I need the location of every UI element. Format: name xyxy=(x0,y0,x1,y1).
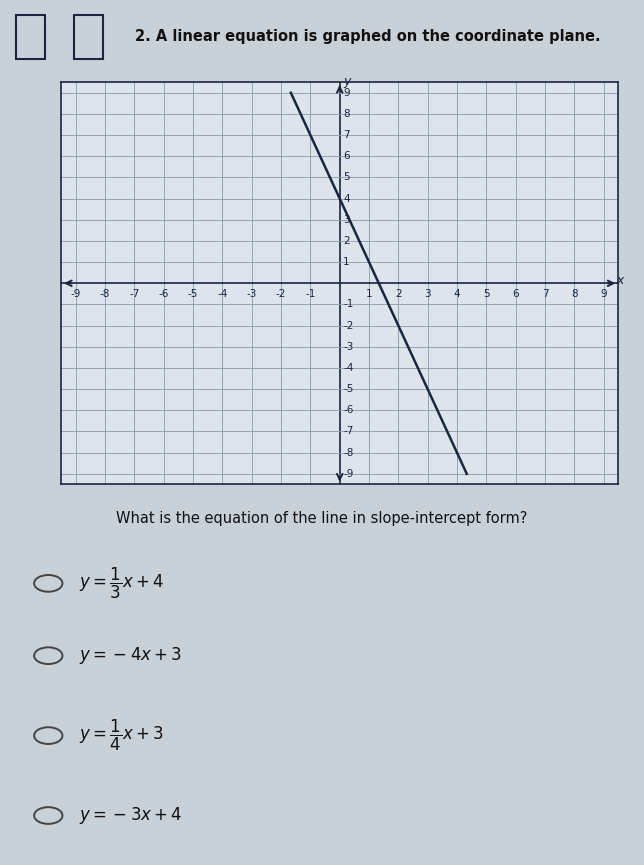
Text: -7: -7 xyxy=(343,426,354,437)
Text: 4: 4 xyxy=(343,194,350,203)
Text: -1: -1 xyxy=(305,289,316,298)
Text: x: x xyxy=(616,273,623,286)
Text: 5: 5 xyxy=(343,172,350,183)
Text: -3: -3 xyxy=(343,342,354,352)
Text: -2: -2 xyxy=(343,321,354,330)
Text: 1: 1 xyxy=(366,289,372,298)
Text: 5: 5 xyxy=(483,289,489,298)
Text: 9: 9 xyxy=(343,87,350,98)
Text: What is the equation of the line in slope-intercept form?: What is the equation of the line in slop… xyxy=(117,511,527,526)
Text: 3: 3 xyxy=(343,215,350,225)
Text: $y = -3x + 4$: $y = -3x + 4$ xyxy=(79,805,182,826)
Text: 6: 6 xyxy=(343,151,350,161)
Text: 9: 9 xyxy=(600,289,607,298)
Text: $y = \dfrac{1}{4}x + 3$: $y = \dfrac{1}{4}x + 3$ xyxy=(79,718,164,753)
Text: 2: 2 xyxy=(343,236,350,246)
Text: $y = \dfrac{1}{3}x + 4$: $y = \dfrac{1}{3}x + 4$ xyxy=(79,566,164,601)
Text: 4: 4 xyxy=(453,289,460,298)
Text: -3: -3 xyxy=(247,289,257,298)
Text: 1: 1 xyxy=(343,257,350,267)
Text: -2: -2 xyxy=(276,289,287,298)
Text: y: y xyxy=(343,74,351,87)
Text: -6: -6 xyxy=(343,406,354,415)
Text: 6: 6 xyxy=(513,289,519,298)
Text: 7: 7 xyxy=(343,130,350,140)
Text: 8: 8 xyxy=(571,289,578,298)
Text: -5: -5 xyxy=(343,384,354,394)
Text: -5: -5 xyxy=(188,289,198,298)
Text: -6: -6 xyxy=(158,289,169,298)
Text: -4: -4 xyxy=(343,363,354,373)
Text: -7: -7 xyxy=(129,289,140,298)
Text: -9: -9 xyxy=(71,289,81,298)
Text: -4: -4 xyxy=(217,289,227,298)
Text: 2. A linear equation is graphed on the coordinate plane.: 2. A linear equation is graphed on the c… xyxy=(135,29,601,44)
Text: 2: 2 xyxy=(395,289,402,298)
Text: -8: -8 xyxy=(100,289,110,298)
Text: -9: -9 xyxy=(343,469,354,479)
Text: 7: 7 xyxy=(542,289,548,298)
Text: -8: -8 xyxy=(343,448,354,458)
Text: -1: -1 xyxy=(343,299,354,310)
Text: 8: 8 xyxy=(343,109,350,119)
Text: 3: 3 xyxy=(424,289,431,298)
Text: $y = -4x + 3$: $y = -4x + 3$ xyxy=(79,645,182,666)
